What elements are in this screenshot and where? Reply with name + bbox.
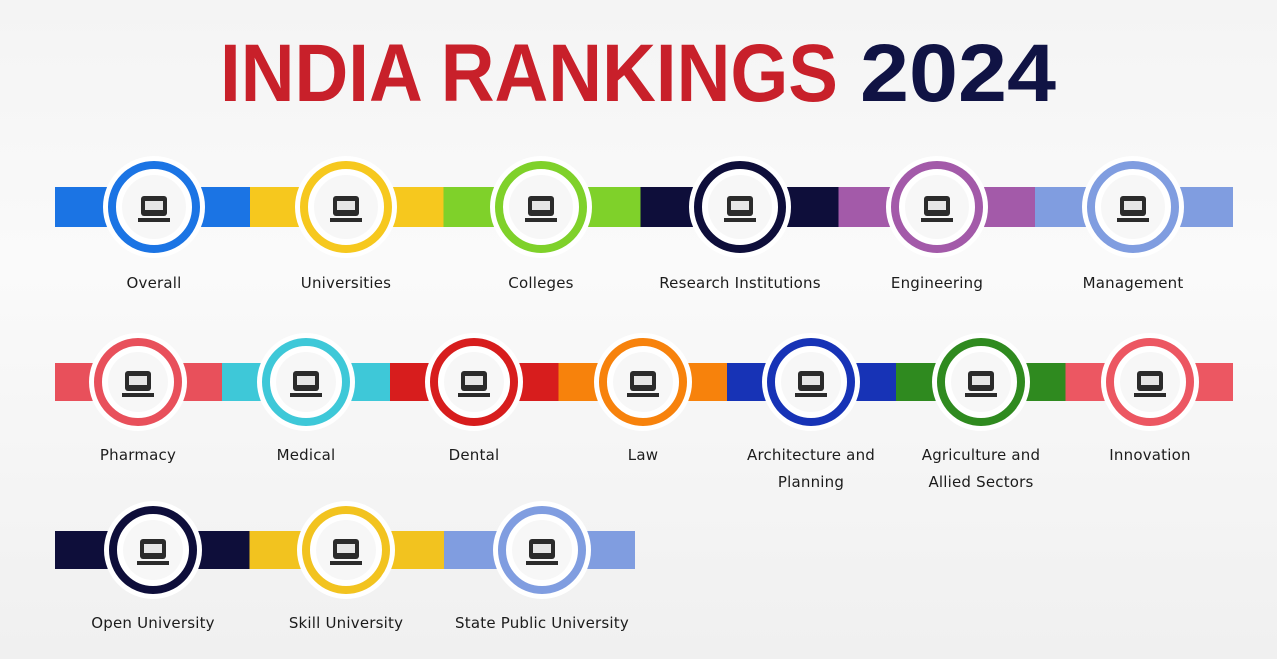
icon-detail — [297, 376, 315, 385]
category-label: Architecture and Planning — [746, 446, 876, 491]
icon-base — [627, 393, 659, 397]
icon-base — [1134, 393, 1166, 397]
category-label: Law — [627, 446, 659, 464]
icon-base — [1117, 218, 1149, 222]
icon-detail — [928, 201, 946, 210]
category-label: State Public University — [455, 614, 629, 632]
icon-detail — [465, 376, 483, 385]
icon-base — [526, 561, 558, 565]
icon-base — [921, 218, 953, 222]
category-label: Skill University — [288, 614, 404, 632]
icon-base — [330, 561, 362, 565]
icon-base — [795, 393, 827, 397]
icon-detail — [129, 376, 147, 385]
icon-base — [137, 561, 169, 565]
icon-detail — [1141, 376, 1159, 385]
icon-detail — [972, 376, 990, 385]
icon-base — [330, 218, 362, 222]
icon-detail — [533, 544, 551, 553]
icon-detail — [634, 376, 652, 385]
category-label: Colleges — [508, 274, 574, 292]
icon-detail — [337, 544, 355, 553]
icon-base — [138, 218, 170, 222]
title-year: 2024 — [860, 28, 1056, 119]
category-label: Pharmacy — [99, 446, 177, 464]
icon-base — [290, 393, 322, 397]
icon-detail — [337, 201, 355, 210]
category-label: Universities — [300, 274, 392, 292]
category-label: Overall — [126, 274, 182, 292]
icon-detail — [802, 376, 820, 385]
icon-detail — [1124, 201, 1142, 210]
icon-detail — [731, 201, 749, 210]
icon-base — [724, 218, 756, 222]
title: INDIA RANKINGS — [220, 28, 838, 119]
category-label: Dental — [448, 446, 500, 464]
category-label: Agriculture and Allied Sectors — [921, 446, 1041, 491]
icon-base — [525, 218, 557, 222]
category-label: Medical — [276, 446, 336, 464]
category-label: Management — [1082, 274, 1184, 292]
icon-detail — [144, 544, 162, 553]
icon-base — [122, 393, 154, 397]
icon-base — [458, 393, 490, 397]
icon-base — [965, 393, 997, 397]
icon-detail — [532, 201, 550, 210]
category-label: Research Institutions — [659, 274, 821, 292]
category-label: Engineering — [890, 274, 984, 292]
icon-detail — [145, 201, 163, 210]
category-label: Innovation — [1109, 446, 1191, 464]
category-label: Open University — [91, 614, 215, 632]
